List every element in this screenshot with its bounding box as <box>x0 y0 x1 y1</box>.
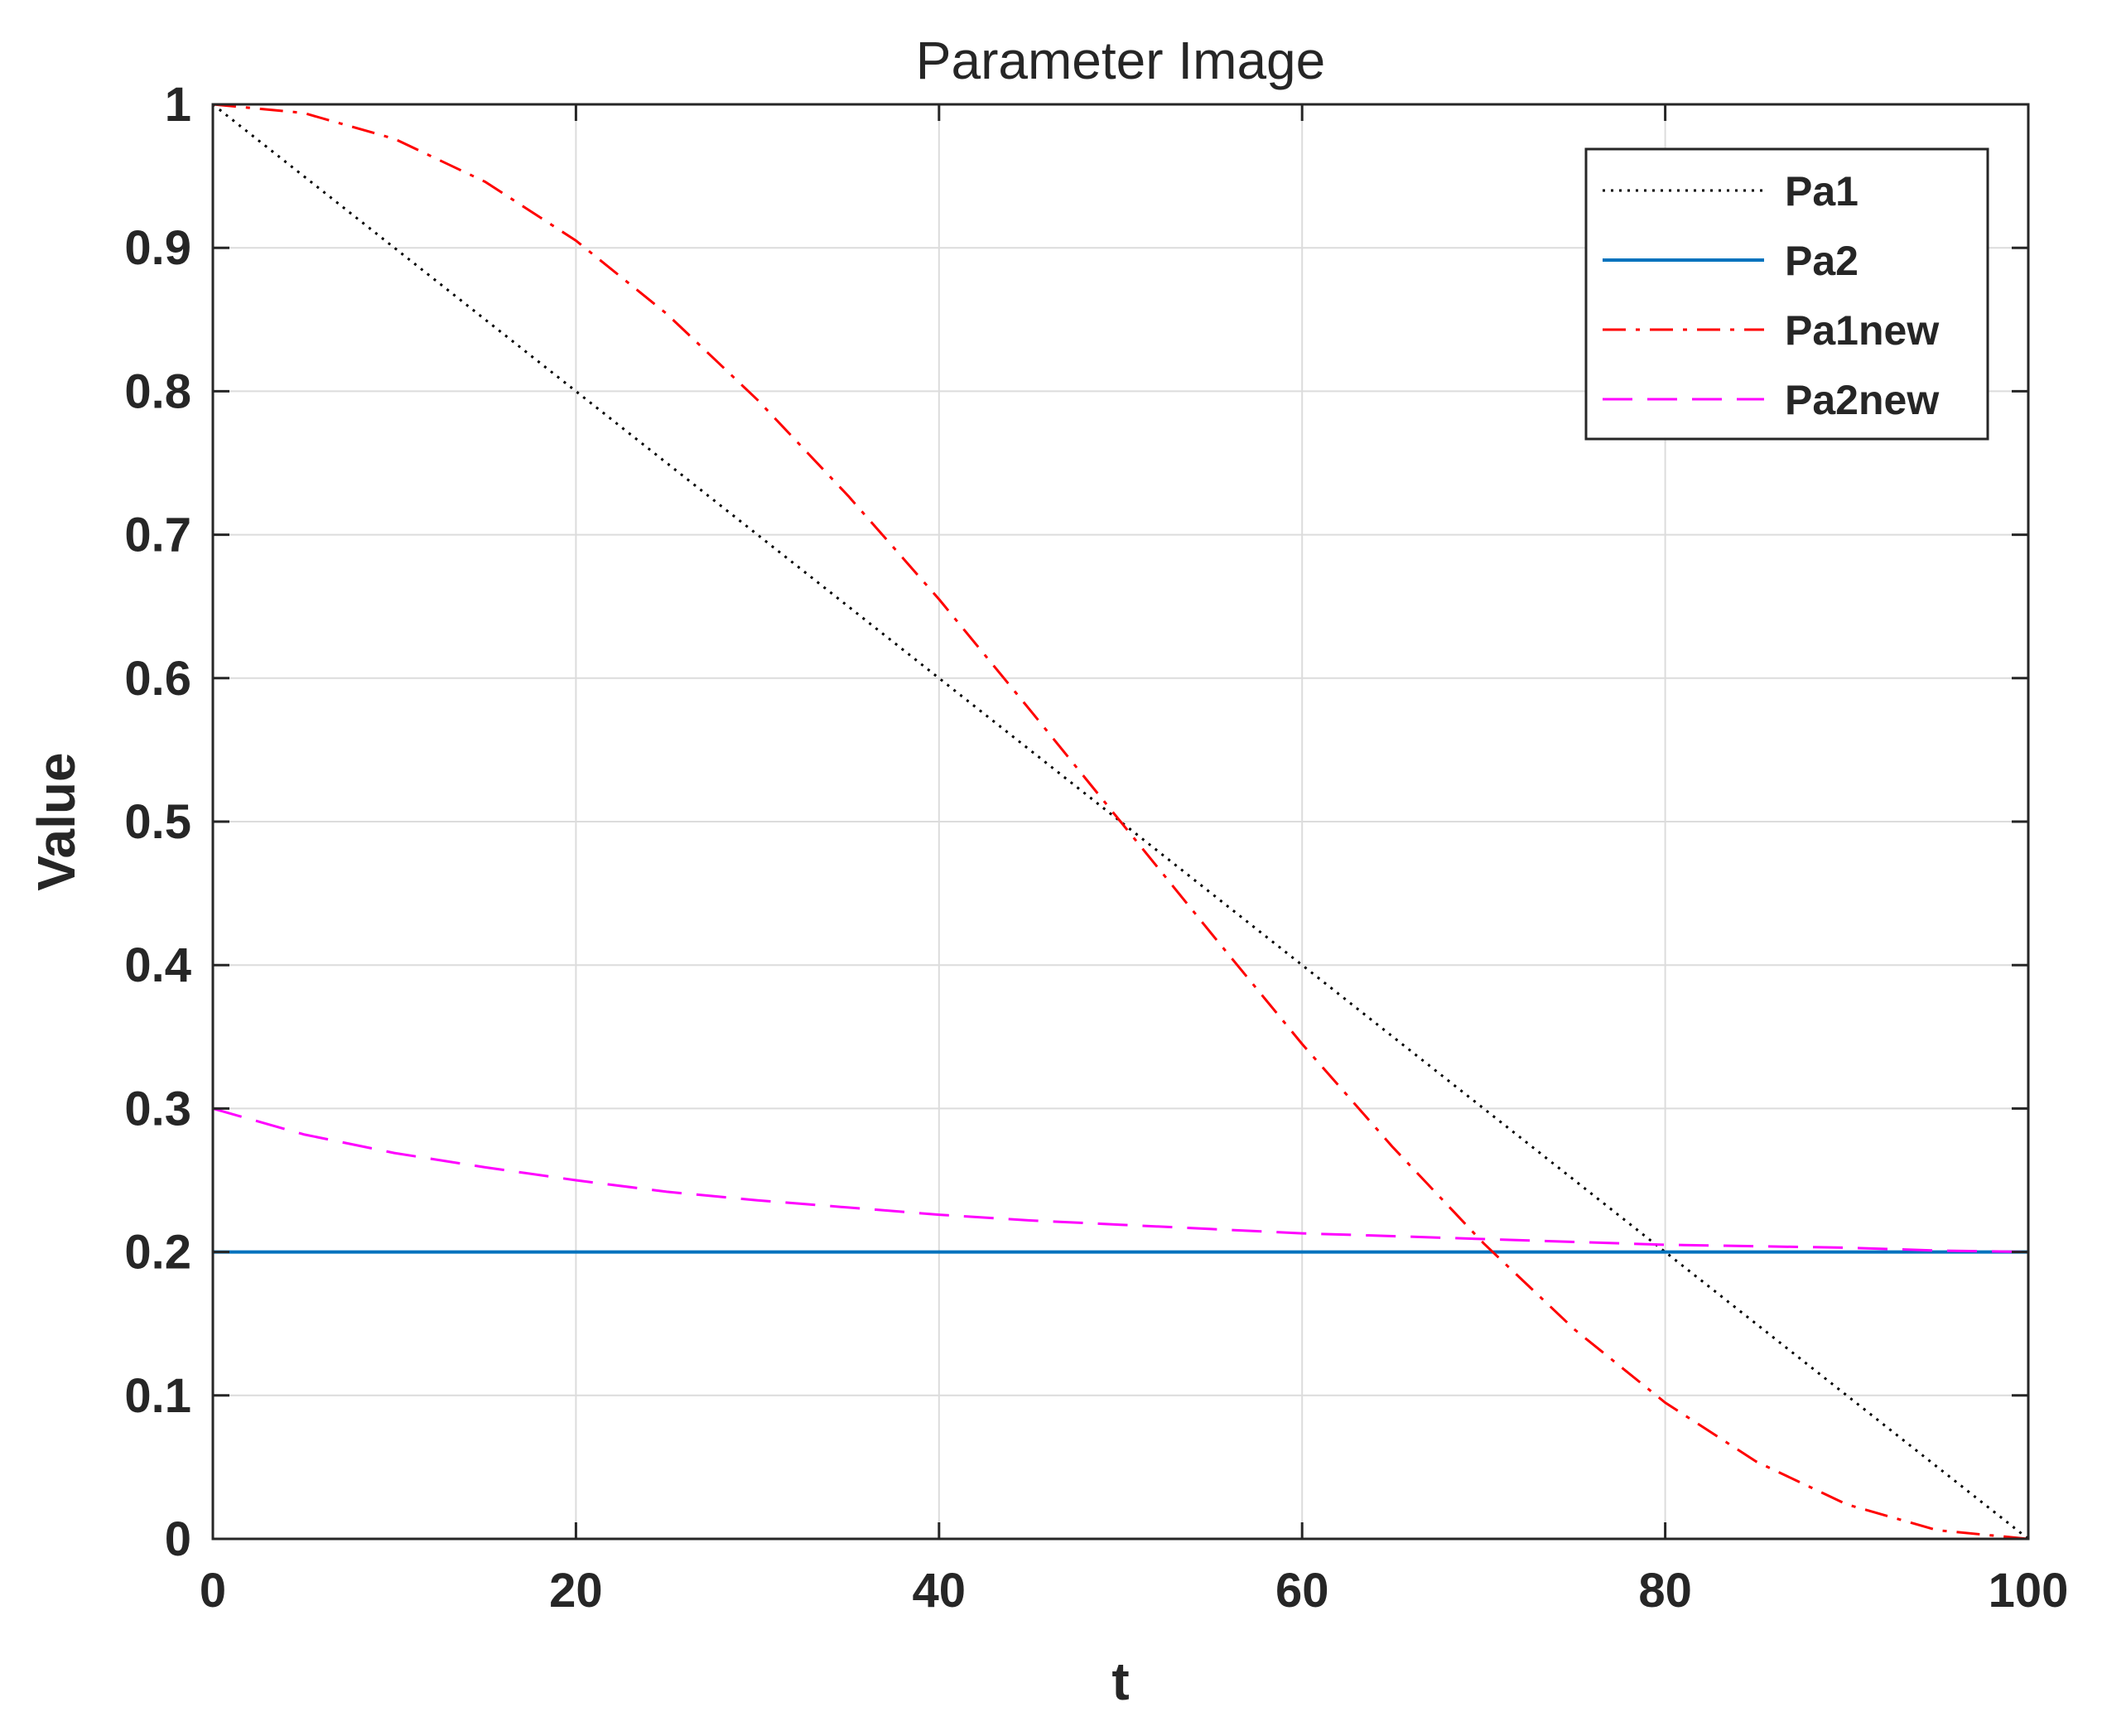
legend-box <box>1584 147 1989 441</box>
y-tick-label: 0.4 <box>124 938 191 992</box>
legend-label-pa1: Pa1 <box>1785 168 1859 215</box>
tick-layer: 0 20 40 60 80 100 0 0.1 0.2 0.3 0.4 0.5 0.6 0.7 0.8 0.9… <box>124 78 2068 1618</box>
y-tick-label: 0.2 <box>124 1226 191 1280</box>
legend: Pa1 Pa2 Pa1new Pa2new <box>1584 147 1989 441</box>
y-tick-label: 0.5 <box>124 795 191 849</box>
x-tick-label: 20 <box>549 1564 603 1618</box>
x-tick-label: 80 <box>1638 1564 1692 1618</box>
series-layer <box>212 103 2029 1541</box>
y-axis-label: Value <box>27 752 86 890</box>
y-tick-label: 0.6 <box>124 652 191 706</box>
x-tick-label: 60 <box>1275 1564 1329 1618</box>
chart-title: Parameter Image <box>916 31 1325 90</box>
series-line-pa2new <box>212 1107 2029 1254</box>
x-axis-label: t <box>1111 1652 1129 1711</box>
legend-label-pa2new: Pa2new <box>1785 377 1939 423</box>
legend-label-pa2: Pa2 <box>1785 238 1859 284</box>
x-tick-label: 100 <box>1989 1564 2069 1618</box>
y-tick-label: 0.3 <box>124 1082 191 1136</box>
y-tick-label: 1 <box>165 78 191 132</box>
y-tick-label: 0 <box>165 1512 191 1566</box>
y-tick-label: 0.7 <box>124 509 191 562</box>
x-tick-label: 0 <box>200 1564 226 1618</box>
y-tick-label: 0.8 <box>124 364 191 418</box>
x-tick-label: 40 <box>913 1564 967 1618</box>
y-tick-label: 0.9 <box>124 221 191 275</box>
legend-label-pa1new: Pa1new <box>1785 307 1939 354</box>
y-tick-label: 0.1 <box>124 1369 191 1423</box>
series-line-pa1new <box>212 103 2029 1541</box>
